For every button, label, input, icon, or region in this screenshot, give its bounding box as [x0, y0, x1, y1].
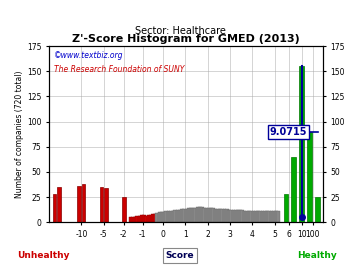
Bar [131, 217, 135, 222]
Bar [151, 214, 155, 222]
Bar [122, 197, 126, 222]
Bar [156, 213, 159, 222]
Bar [176, 210, 179, 222]
Bar [198, 207, 202, 222]
Bar [53, 194, 57, 222]
Bar [263, 211, 267, 222]
Bar [162, 212, 166, 222]
Bar [169, 211, 173, 222]
Bar [167, 211, 170, 222]
Bar [138, 216, 141, 222]
Bar [220, 209, 224, 222]
Y-axis label: Number of companies (720 total): Number of companies (720 total) [15, 70, 24, 198]
Bar [182, 209, 186, 222]
Bar [216, 209, 220, 222]
Text: Score: Score [166, 251, 194, 260]
Bar [231, 210, 235, 222]
Bar [100, 187, 103, 222]
Bar [153, 214, 157, 222]
Bar [238, 210, 242, 222]
Bar [291, 157, 296, 222]
Bar [187, 208, 190, 222]
Bar [240, 210, 244, 222]
Bar [135, 216, 139, 222]
Bar [299, 66, 304, 222]
Bar [272, 211, 275, 222]
Bar [189, 208, 193, 222]
Bar [77, 186, 81, 222]
Bar [191, 208, 195, 222]
Bar [57, 187, 61, 222]
Text: The Research Foundation of SUNY: The Research Foundation of SUNY [54, 65, 185, 75]
Bar [243, 211, 247, 222]
Bar [249, 211, 253, 222]
Bar [209, 208, 213, 222]
Bar [196, 207, 199, 222]
Bar [178, 210, 182, 222]
Text: ©www.textbiz.org: ©www.textbiz.org [54, 51, 124, 60]
Bar [229, 210, 233, 222]
Bar [265, 211, 269, 222]
Bar [213, 209, 217, 222]
Bar [267, 211, 271, 222]
Bar [185, 209, 188, 222]
Bar [82, 184, 85, 222]
Bar [254, 211, 258, 222]
Bar [147, 215, 150, 222]
Bar [149, 215, 153, 222]
Bar [258, 211, 262, 222]
Bar [158, 212, 162, 222]
Bar [207, 208, 211, 222]
Bar [193, 208, 197, 222]
Bar [174, 210, 177, 222]
Bar [274, 211, 278, 222]
Bar [245, 211, 249, 222]
Bar [180, 209, 184, 222]
Bar [171, 211, 175, 222]
Bar [276, 211, 280, 222]
Text: Sector: Healthcare: Sector: Healthcare [135, 26, 225, 36]
Text: 9.0715: 9.0715 [269, 127, 307, 137]
Bar [211, 208, 215, 222]
Bar [205, 208, 208, 222]
Bar [315, 197, 320, 222]
Bar [307, 131, 312, 222]
Bar [252, 211, 256, 222]
Bar [165, 211, 168, 222]
Bar [261, 211, 264, 222]
Bar [218, 209, 222, 222]
Bar [133, 217, 137, 222]
Bar [140, 215, 144, 222]
Bar [227, 210, 231, 222]
Bar [202, 208, 206, 222]
Bar [247, 211, 251, 222]
Text: Unhealthy: Unhealthy [17, 251, 69, 260]
Bar [236, 210, 240, 222]
Bar [222, 209, 226, 222]
Bar [225, 209, 229, 222]
Bar [234, 210, 238, 222]
Bar [129, 217, 132, 222]
Title: Z'-Score Histogram for GMED (2013): Z'-Score Histogram for GMED (2013) [72, 34, 300, 44]
Bar [142, 215, 146, 222]
Bar [256, 211, 260, 222]
Bar [144, 216, 148, 222]
Bar [284, 194, 288, 222]
Text: Healthy: Healthy [297, 251, 337, 260]
Bar [160, 212, 164, 222]
Bar [104, 188, 108, 222]
Bar [200, 207, 204, 222]
Bar [270, 211, 273, 222]
